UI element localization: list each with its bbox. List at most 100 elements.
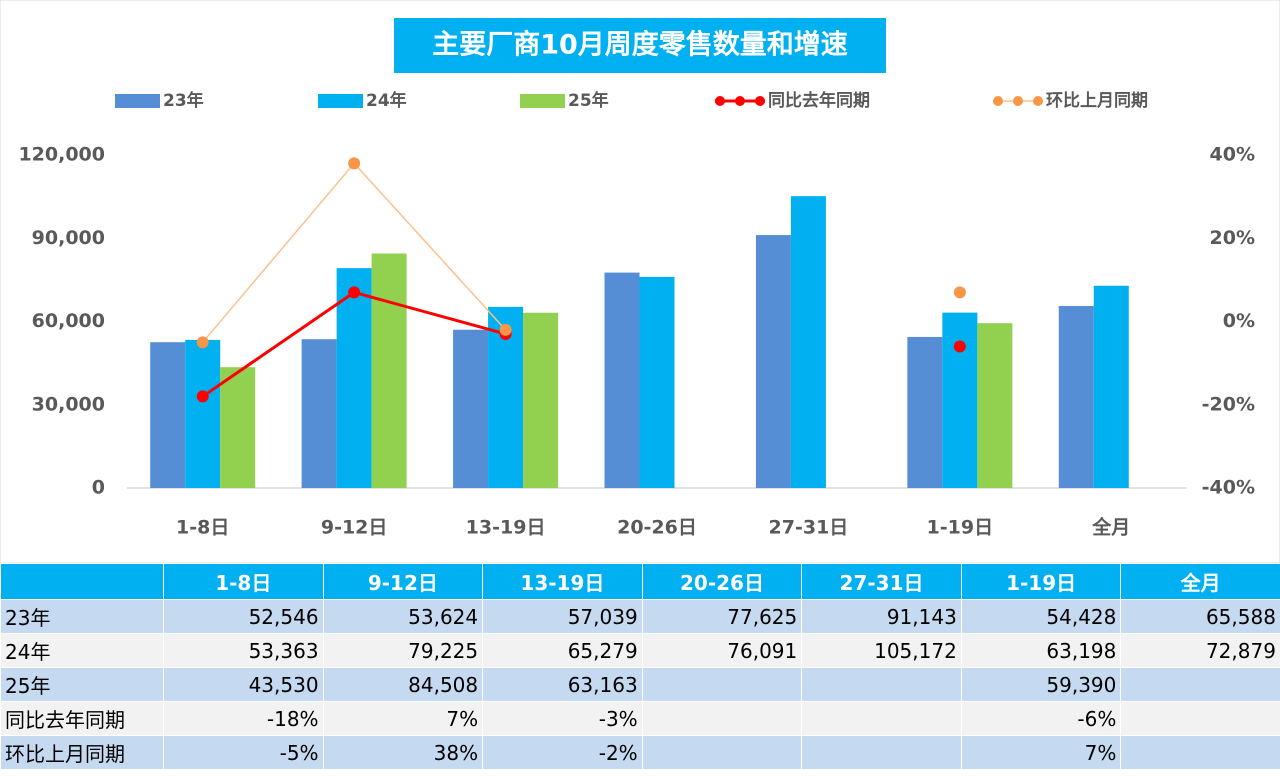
table-cell: 84,508 [322,667,484,702]
row-label: 环比上月同期 [0,735,164,770]
legend-label: 同比去年同期 [768,90,870,111]
chart: 主要厂商10月周度零售数量和增速 0 30,000 60,000 90,000 120,… [0,0,1280,563]
bar [977,323,1013,488]
bar [907,336,943,488]
table-cell: 65,279 [482,633,643,668]
x-tick-label: 9-12日 [321,517,388,539]
row-label: 23年 [0,599,164,634]
table-cell: 63,198 [960,633,1122,668]
table-cell: -6% [960,701,1122,736]
bar [523,312,559,488]
chart-title: 主要厂商10月周度零售数量和增速 [432,29,848,61]
table-cell: 79,225 [322,633,484,668]
table-row: 25年 43,530 84,508 63,163 59,390 [0,667,1280,702]
y-tick-label: 30,000 [32,393,105,415]
line-marker [953,286,966,299]
legend-label: 25年 [568,90,609,111]
line-marker [953,340,966,353]
table-cell: 77,625 [641,599,803,634]
header-cell: 1-8日 [163,563,324,600]
y2-tick-label: -40% [1202,477,1255,499]
table-row: 23年 52,546 53,624 57,039 77,625 91,143 54,428 6… [0,599,1280,634]
legend-swatch [318,94,363,108]
bar [1058,305,1094,488]
x-tick-label: 1-19日 [927,517,994,539]
table-cell: 7% [960,735,1122,770]
legend-label: 环比上月同期 [1046,90,1148,111]
legend-marker [715,96,725,106]
bar [220,367,256,488]
legend-marker [993,96,1003,106]
header-cell [0,563,164,600]
table-cell: 53,624 [322,599,484,634]
table-cell: 105,172 [801,633,962,668]
y-tick-label: 0 [92,477,105,499]
table-cell: -5% [163,735,324,770]
line-marker [499,323,512,336]
header-cell: 20-26日 [641,563,803,600]
table-cell: 65,588 [1120,599,1280,634]
bar [604,272,640,488]
x-tick-label: 1-8日 [176,517,229,539]
table-cell: 52,546 [163,599,324,634]
bar [150,342,186,488]
y2-tick-label: 0% [1223,310,1255,332]
table-cell [801,667,962,702]
legend-marker [755,96,765,106]
table-cell: 76,091 [641,633,803,668]
line-marker [196,390,209,403]
header-cell: 全月 [1120,563,1280,600]
bar [185,339,221,488]
line-marker [348,157,361,170]
table-cell [801,735,962,770]
table-cell: 43,530 [163,667,324,702]
bar [371,253,407,488]
table-cell: -18% [163,701,324,736]
bar [301,339,337,488]
line-marker [348,286,361,299]
header-cell: 27-31日 [801,563,962,600]
x-tick-label: 全月 [1091,516,1130,539]
header-cell: 1-19日 [960,563,1122,600]
legend-label: 23年 [163,90,204,111]
table-cell: 7% [322,701,484,736]
x-tick-label: 20-26日 [617,517,697,539]
table-cell [641,701,803,736]
row-label: 24年 [0,633,164,668]
table-cell: 53,363 [163,633,324,668]
bar [453,329,489,488]
table-cell: 72,879 [1120,633,1280,668]
table-cell: 38% [322,735,484,770]
table-cell [641,735,803,770]
bar [755,235,791,488]
y-tick-label: 90,000 [32,227,105,249]
header-cell: 13-19日 [482,563,643,600]
legend-marker [1033,96,1043,106]
bar [942,312,978,488]
legend-label: 24年 [366,90,407,111]
table-cell [1120,735,1280,770]
header-cell: 9-12日 [322,563,484,600]
table-row: 环比上月同期 -5% 38% -2% 7% [0,735,1280,770]
table-cell [1120,667,1280,702]
bar [336,268,372,488]
y2-tick-label: -20% [1202,393,1255,415]
table-cell: 63,163 [482,667,643,702]
legend-marker [735,96,745,106]
table-cell: 57,039 [482,599,643,634]
x-tick-label: 13-19日 [466,517,546,539]
legend-swatch [115,94,160,108]
table-cell: 91,143 [801,599,962,634]
row-label: 25年 [0,667,164,702]
line-marker [196,336,209,349]
y-tick-label: 120,000 [18,144,105,166]
legend-swatch [520,94,565,108]
bar [1093,285,1129,488]
y2-tick-label: 40% [1210,144,1255,166]
table-cell [641,667,803,702]
table-cell [1120,701,1280,736]
table-cell: -3% [482,701,643,736]
y-tick-label: 60,000 [32,310,105,332]
table-row: 同比去年同期 -18% 7% -3% -6% [0,701,1280,736]
